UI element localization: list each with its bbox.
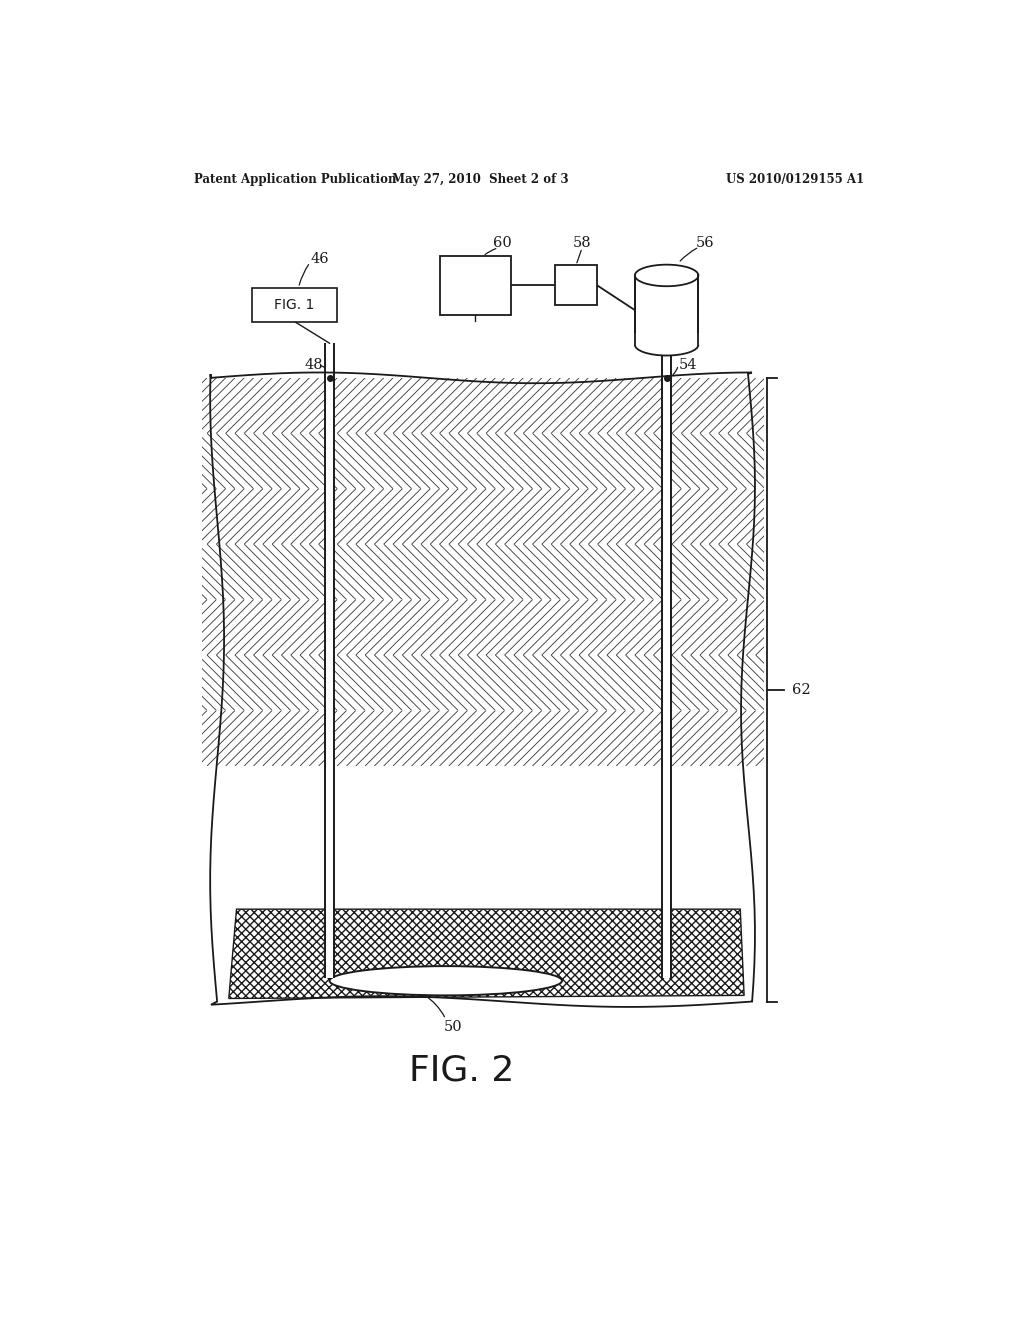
Polygon shape (228, 909, 744, 998)
Text: FIG. 2: FIG. 2 (409, 1053, 514, 1088)
Text: 52: 52 (713, 920, 731, 933)
Ellipse shape (635, 265, 698, 286)
Text: FIG. 1: FIG. 1 (274, 298, 314, 312)
Text: 56: 56 (696, 236, 715, 249)
Text: 62: 62 (793, 682, 811, 697)
Text: 46: 46 (310, 252, 329, 265)
Bar (252, 288, 337, 322)
Bar (631, 333, 702, 345)
Bar (635, 276, 698, 345)
Text: 60: 60 (493, 236, 512, 249)
Text: 48: 48 (305, 358, 324, 372)
Text: 58: 58 (572, 236, 592, 249)
Text: Patent Application Publication: Patent Application Publication (194, 173, 396, 186)
Text: 50: 50 (444, 1020, 463, 1034)
Text: US 2010/0129155 A1: US 2010/0129155 A1 (726, 173, 864, 186)
Bar (663, 343, 671, 978)
Ellipse shape (330, 966, 562, 995)
Bar (326, 343, 334, 978)
Bar (439, 256, 511, 314)
Text: May 27, 2010  Sheet 2 of 3: May 27, 2010 Sheet 2 of 3 (392, 173, 569, 186)
Ellipse shape (635, 334, 698, 355)
Bar (555, 265, 597, 305)
Polygon shape (210, 372, 755, 1007)
Text: 54: 54 (678, 358, 696, 372)
